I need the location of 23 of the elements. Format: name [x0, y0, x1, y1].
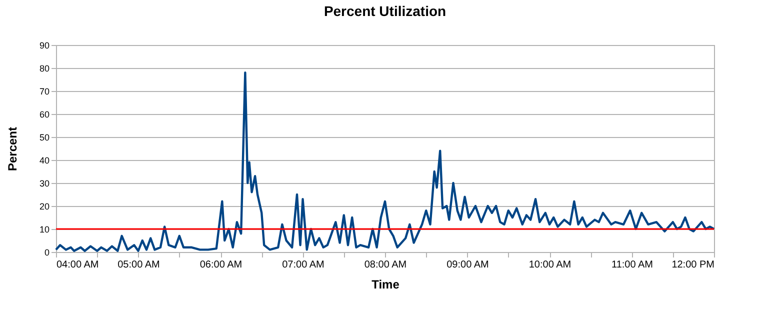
x-tick-label: 11:00 AM: [611, 260, 654, 270]
x-tick-label: 07:00 AM: [282, 260, 324, 270]
x-tick-label: 09:00 AM: [446, 260, 489, 270]
x-tick-label: 08:00 AM: [364, 260, 407, 270]
x-tick-label: 05:00 AM: [118, 260, 160, 270]
x-tick-label: 12:00 PM: [672, 260, 714, 270]
y-tick-label: 40: [39, 156, 50, 166]
x-axis-title: Time: [372, 278, 400, 292]
y-tick-label: 70: [39, 86, 50, 96]
x-tick-label: 10:00 AM: [528, 260, 572, 270]
y-tick-label: 60: [39, 110, 50, 120]
y-tick-label: 30: [39, 178, 50, 188]
y-tick-label: 10: [39, 224, 50, 234]
chart-title: Percent Utilization: [324, 3, 446, 19]
x-tick-label: 04:00 AM: [56, 260, 99, 270]
x-tick-label: 06:00 AM: [200, 260, 242, 270]
line-series: [54, 72, 716, 252]
y-tick-label: 20: [39, 202, 50, 212]
y-tick-label: 90: [39, 40, 50, 50]
y-tick-label: 50: [39, 132, 50, 142]
y-tick-label: 80: [39, 64, 50, 74]
y-tick-label: 0: [44, 248, 50, 258]
y-axis-title: Percent: [5, 126, 20, 172]
